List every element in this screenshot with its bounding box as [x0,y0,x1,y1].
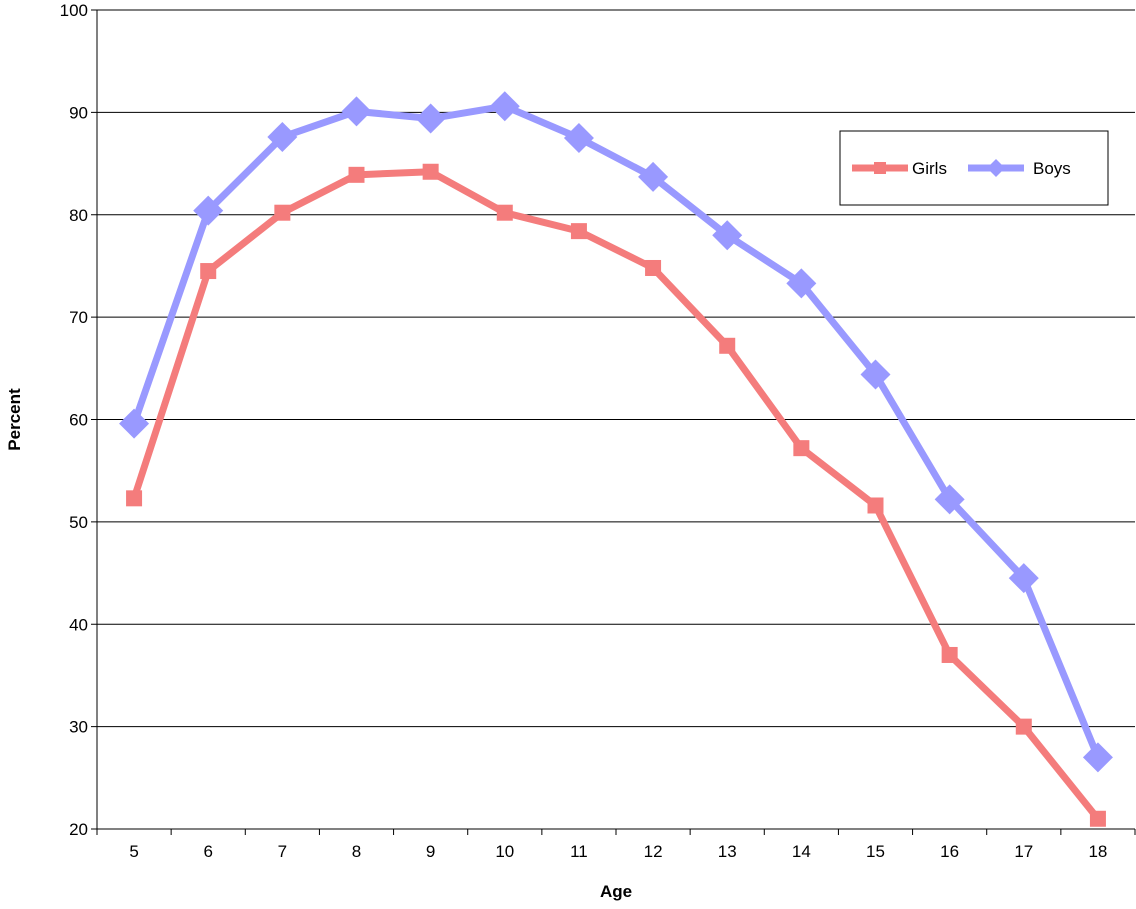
y-tick-label: 20 [69,820,88,839]
data-point-boys [860,359,891,390]
data-point-girls [719,337,736,354]
y-tick-label: 60 [69,411,88,430]
series-boys [119,91,1113,773]
legend-label-boys: Boys [1033,159,1071,178]
x-tick-label: 6 [203,842,212,861]
legend: Girls Boys [839,130,1109,206]
data-point-boys [489,91,520,122]
series-line-boys [130,102,1102,761]
series-girls [126,163,1106,827]
data-point-boys [563,122,594,153]
x-tick-label: 17 [1014,842,1033,861]
data-point-girls [1015,718,1032,735]
data-point-girls [200,263,217,280]
data-point-girls [941,646,958,663]
data-point-girls [867,497,884,514]
x-axis-title: Age [600,882,632,901]
legend-marker-boys [987,159,1005,177]
x-tick-label: 14 [792,842,811,861]
data-point-boys [786,268,817,299]
x-tick-label: 16 [940,842,959,861]
data-point-boys [1008,563,1039,594]
y-tick-label: 80 [69,206,88,225]
x-tick-label: 7 [278,842,287,861]
data-point-boys [638,161,669,192]
data-point-boys [712,220,743,251]
data-point-boys [1082,742,1113,773]
y-tick-label: 100 [60,1,88,20]
data-point-boys [193,195,224,226]
x-tick-label: 11 [570,842,588,861]
y-tick-label: 70 [69,308,88,327]
x-axis-ticks: 5 6 7 8 9 10 11 12 13 14 15 16 17 18 [96,829,1136,861]
x-tick-label: 10 [495,842,514,861]
data-point-girls [274,204,291,221]
y-axis-title: Percent [5,388,24,451]
data-point-boys [934,484,965,515]
data-point-girls [126,490,143,507]
x-tick-label: 5 [129,842,138,861]
x-tick-label: 12 [644,842,663,861]
data-point-girls [570,223,587,240]
gridlines [97,9,1135,728]
x-tick-label: 9 [426,842,435,861]
y-tick-label: 40 [69,615,88,634]
data-point-girls [348,166,365,183]
legend-marker-girls [874,162,886,174]
y-tick-label: 30 [69,718,88,737]
series-layer [119,91,1113,827]
data-point-boys [267,121,298,152]
data-point-girls [645,259,662,276]
x-tick-label: 8 [352,842,361,861]
data-point-boys [119,408,150,439]
x-tick-label: 13 [718,842,737,861]
x-tick-label: 18 [1088,842,1107,861]
data-point-boys [415,103,446,134]
data-point-girls [793,440,810,457]
data-point-girls [422,163,439,180]
data-point-girls [1089,810,1106,827]
y-axis-ticks: 20 30 40 50 60 70 80 90 100 [60,1,97,839]
x-tick-label: 15 [866,842,885,861]
legend-label-girls: Girls [912,159,947,178]
y-tick-label: 90 [69,103,88,122]
series-line-girls [130,168,1102,823]
data-point-girls [496,204,513,221]
data-point-boys [341,96,372,127]
y-tick-label: 50 [69,513,88,532]
